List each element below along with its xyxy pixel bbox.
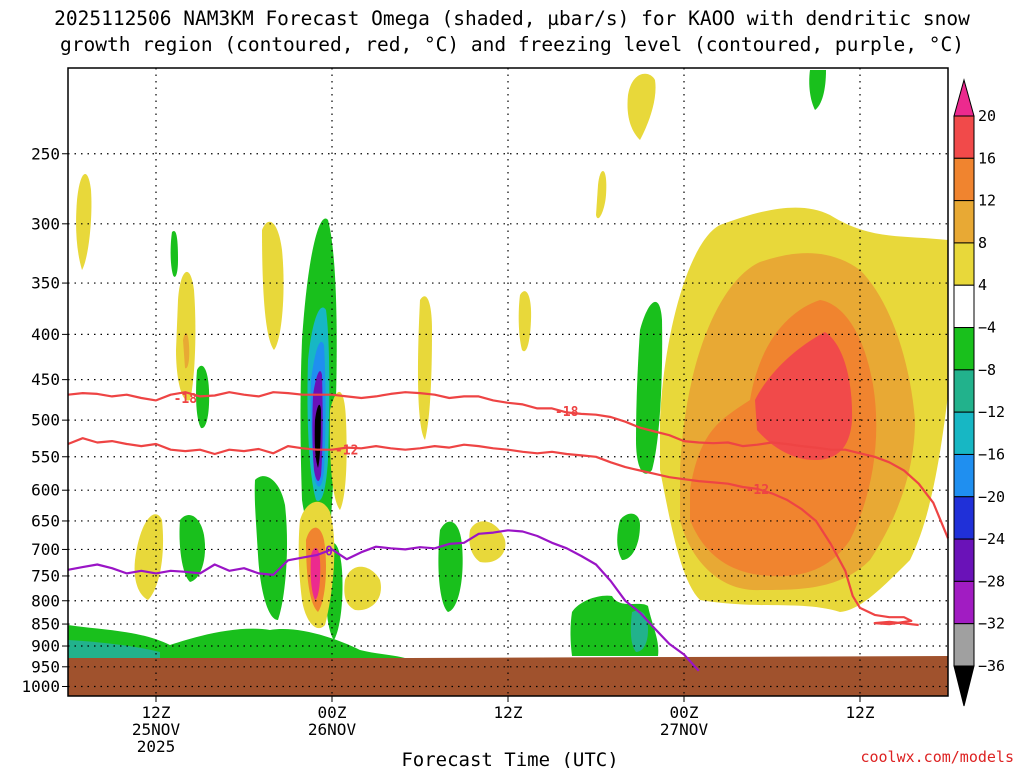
omega-positive-region [596, 70, 948, 612]
omega-fill-4-left-d [329, 391, 347, 510]
colorbar-swatch-1 [953, 115, 975, 159]
y-tick-label-600: 600 [31, 481, 60, 500]
x-tick-label-1-1: 26NOV [308, 720, 357, 739]
x-tick-label-2-0: 12Z [494, 703, 523, 722]
y-axis: 250 300 350 400 450 500 550 600 650 700 750 800 850 9… [21, 144, 68, 696]
omega-fill-4-spot [596, 171, 607, 219]
y-tick-label-300: 300 [31, 214, 60, 233]
colorbar-top-arrow [953, 78, 975, 117]
colorbar: 20 16 12 8 4 −4 −8 −12 −16 −20 −24 −28 −32 −36 [953, 78, 1005, 707]
colorbar-swatch-9 [953, 453, 975, 498]
colorbar-label-5: −4 [978, 319, 996, 337]
x-tick-label-3-1: 27NOV [660, 720, 709, 739]
x-tick-label-0-0: 12Z [142, 703, 171, 722]
y-tick-label-700: 700 [31, 540, 60, 559]
omega-fill-4-mid-b [518, 291, 532, 352]
omega-fill-neg8-lower2 [179, 515, 206, 582]
terrain-slope [68, 656, 948, 662]
contour-label-1-0: -12 [335, 444, 358, 459]
x-tick-label-1-0: 00Z [318, 703, 347, 722]
omega-fill-neg-top [809, 70, 826, 110]
terrain-ground [68, 658, 948, 696]
y-tick-label-750: 750 [31, 566, 60, 585]
colorbar-swatch-5 [953, 284, 975, 329]
colorbar-label-6: −8 [978, 361, 996, 379]
y-tick-label-500: 500 [31, 411, 60, 430]
contour-label-2-0: 0 [325, 545, 333, 560]
contour-label-0-1: -18 [555, 405, 579, 420]
colorbar-label-3: 8 [978, 234, 987, 252]
y-tick-label-350: 350 [31, 274, 60, 293]
colorbar-label-10: −24 [978, 530, 1005, 548]
y-tick-label-400: 400 [31, 325, 60, 344]
omega-fill-4-left-c [262, 221, 284, 350]
shaded-omega-field [68, 70, 948, 662]
omega-fill-neg8-lower [254, 476, 288, 620]
colorbar-label-11: −28 [978, 572, 1005, 590]
colorbar-swatch-12 [953, 580, 975, 625]
y-tick-label-1000: 1000 [21, 677, 60, 696]
colorbar-label-8: −16 [978, 445, 1005, 463]
colorbar-label-2: 12 [978, 192, 996, 210]
colorbar-label-12: −32 [978, 615, 1005, 633]
colorbar-label-1: 16 [978, 149, 996, 167]
x-tick-label-4-0: 12Z [846, 703, 875, 722]
x-tick-label-0-1: 25NOV [132, 720, 181, 739]
y-tick-label-650: 650 [31, 511, 60, 530]
colorbar-swatch-8 [953, 411, 975, 455]
y-tick-label-250: 250 [31, 144, 60, 163]
omega-fill-4-left-a [76, 173, 92, 270]
omega-fill-neg12-c [630, 610, 648, 652]
colorbar-label-9: −20 [978, 488, 1005, 506]
omega-fill-neg8-lower3 [438, 521, 463, 612]
colorbar-label-0: 20 [978, 107, 996, 125]
colorbar-label-4: 4 [978, 276, 987, 294]
colorbar-swatch-10 [953, 496, 975, 540]
colorbar-swatch-6 [953, 327, 975, 371]
omega-fill-16 [755, 332, 853, 460]
omega-fill-neg8-b [617, 513, 640, 560]
y-tick-label-950: 950 [31, 657, 60, 676]
omega-fill-neg8-small [170, 230, 178, 277]
watermark: coolwx.com/models [860, 748, 1014, 766]
omega-fill-4-lower-mid [344, 566, 381, 611]
colorbar-bottom-arrow [953, 665, 975, 707]
contour-line-0 [67, 391, 950, 539]
contour-label-1-1: -12 [746, 483, 769, 498]
colorbar-swatch-2 [953, 157, 975, 202]
chart-title-line-2: growth region (contoured, red, °C) and f… [60, 33, 964, 56]
x-tick-label-3-0: 00Z [670, 703, 699, 722]
grid-lines [68, 68, 948, 696]
y-tick-label-450: 450 [31, 370, 60, 389]
colorbar-swatch-11 [953, 538, 975, 582]
colorbar-swatch-3 [953, 200, 975, 244]
omega-fill-8-left-b [183, 333, 190, 369]
y-tick-label-550: 550 [31, 447, 60, 466]
y-tick-label-900: 900 [31, 637, 60, 656]
omega-fill-4-top [627, 73, 656, 140]
x-axis-label: Forecast Time (UTC) [401, 749, 618, 768]
omega-fill-4-lower-mid2 [469, 521, 506, 563]
colorbar-swatch-13 [953, 623, 975, 667]
colorbar-label-7: −12 [978, 403, 1005, 421]
omega-fill-neg8-a [636, 301, 663, 474]
omega-fill-20-bl-column [310, 548, 321, 600]
omega-fill-4-mid-a [417, 296, 432, 440]
contour-label-0-0: -18 [174, 392, 198, 407]
x-tick-label-0-2: 2025 [137, 737, 176, 756]
colorbar-swatch-4 [953, 242, 975, 286]
chart-title-line-1: 2025112506 NAM3KM Forecast Omega (shaded… [54, 7, 970, 30]
omega-fill-neg12-bl [68, 640, 160, 662]
colorbar-swatch-7 [953, 369, 975, 413]
omega-fill-4-lower-left [134, 514, 164, 600]
colorbar-label-13: −36 [978, 657, 1005, 675]
y-tick-label-850: 850 [31, 615, 60, 634]
contour-line-1 [67, 437, 919, 627]
temperature-contours: -18 -18 -12 -12 0 [67, 391, 950, 672]
contour-line-2 [67, 529, 700, 672]
y-tick-label-800: 800 [31, 591, 60, 610]
